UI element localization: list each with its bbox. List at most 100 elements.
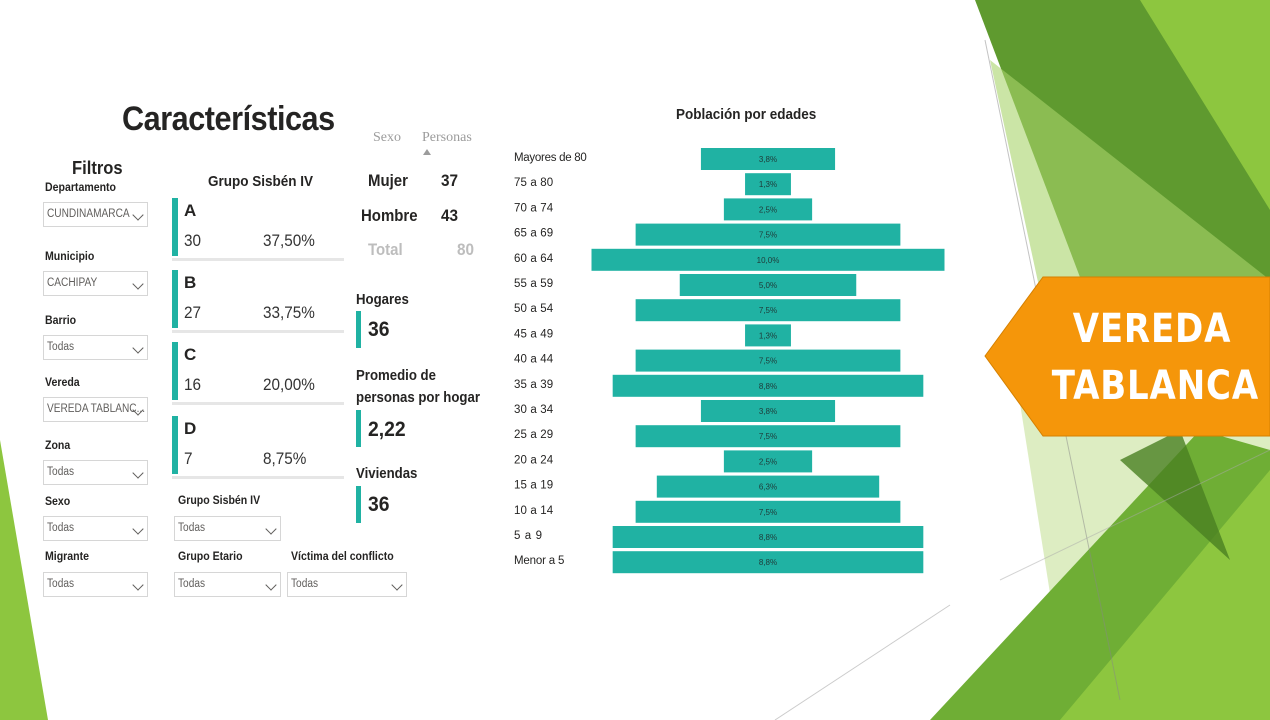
group-count: 16 [184,375,202,394]
pyramid-bar[interactable] [635,299,901,322]
card-accent-bar [172,270,178,328]
filter-label-grupo-etario: Grupo Etario [178,549,243,563]
pyramid-bar[interactable] [745,324,791,347]
chevron-down-icon [132,342,144,354]
group-letter: B [184,273,197,292]
filter-label-zona: Zona [45,438,71,452]
filter-value: CACHIPAY [47,277,98,289]
hogares-label: Hogares [356,291,409,308]
hogares-value: 36 [368,318,390,341]
pyramid-bar[interactable] [723,198,813,221]
pyramid-bar[interactable] [679,274,857,296]
kpi-accent-bar [356,486,361,523]
sex-row-label: Hombre [361,206,418,225]
pyramid-bar[interactable] [700,148,836,170]
bar-data-label: 8,8% [759,558,777,567]
category-label: 70 a 74 [514,202,554,214]
bar-data-label: 7,5% [759,432,777,441]
filter-dropdown-municipio[interactable]: CACHIPAY [43,271,148,296]
filter-dropdown-migrante[interactable]: Todas [43,572,148,597]
filter-label-sexo: Sexo [45,494,71,508]
category-label: 35 a 39 [514,379,553,391]
filter-dropdown-victima[interactable]: Todas [287,572,407,597]
pyramid-bar[interactable] [723,450,813,473]
filter-dropdown-sexo[interactable]: Todas [43,516,148,541]
category-label: 40 a 44 [514,354,554,366]
sisben-card-b: B 27 33,75% [172,270,344,334]
chevron-down-icon [132,523,144,535]
filter-dropdown-grupo-etario[interactable]: Todas [174,572,281,597]
total-label: Total [368,240,403,259]
pyramid-bar[interactable] [612,551,924,574]
sex-row-value: 37 [440,171,458,190]
pyramid-bar[interactable] [745,173,791,196]
filter-value: Todas [47,341,75,353]
col-header-personas[interactable]: Personas [422,130,472,145]
bar-data-label: 3,8% [759,155,777,164]
group-percent: 37,50% [263,231,315,250]
category-label: 5 a 9 [514,530,542,542]
pyramid-bar[interactable] [635,500,901,523]
group-letter: D [184,419,197,438]
page-title: Características [122,100,335,138]
bar-data-label: 8,8% [759,533,777,542]
pyramid-bar[interactable] [635,349,901,372]
card-accent-bar [172,342,178,400]
filter-value: Todas [178,522,206,534]
filter-value: Todas [47,522,75,534]
bar-data-label: 7,5% [759,306,777,315]
category-label: 45 a 49 [514,328,553,340]
category-label: 20 a 24 [514,454,554,466]
filter-dropdown-zona[interactable]: Todas [43,460,148,485]
kpi-accent-bar [356,311,361,348]
bar-data-label: 7,5% [759,231,777,240]
promedio-label-line1: Promedio de [356,367,436,384]
filter-dropdown-vereda[interactable]: VEREDA TABLANC... [43,397,148,422]
chevron-down-icon [132,579,144,591]
filter-value: VEREDA TABLANC... [47,403,146,415]
col-header-sexo[interactable]: Sexo [373,130,401,145]
pyramid-bar[interactable] [635,425,901,448]
pyramid-bar[interactable] [612,374,924,397]
tag-line1: VEREDA [1072,306,1232,352]
category-label: 50 a 54 [514,303,554,315]
bar-data-label: 7,5% [759,357,777,366]
group-percent: 8,75% [263,449,307,468]
category-label: 30 a 34 [514,404,554,416]
sisben-card-d: D 7 8,75% [172,416,344,480]
category-label: 15 a 19 [514,480,553,492]
category-label: 10 a 14 [514,505,554,517]
category-label: Menor a 5 [514,555,564,567]
sisben-card-c: C 16 20,00% [172,342,344,406]
pyramid-bar[interactable] [591,248,945,271]
kpi-accent-bar [356,410,361,447]
pyramid-bar[interactable] [635,223,901,246]
sort-ascending-icon [423,149,431,155]
group-percent: 20,00% [263,375,315,394]
chevron-down-icon [132,278,144,290]
filter-dropdown-barrio[interactable]: Todas [43,335,148,360]
promedio-label-line2: personas por hogar [356,389,480,406]
bar-data-label: 1,3% [759,331,777,340]
card-accent-bar [172,198,178,256]
bar-data-label: 2,5% [759,457,777,466]
filter-dropdown-departamento[interactable]: CUNDINAMARCA [43,202,148,227]
filter-dropdown-grupo-sisben[interactable]: Todas [174,516,281,541]
pyramid-bar[interactable] [656,475,880,498]
sisben-title: Grupo Sisbén IV [208,173,314,190]
bar-data-label: 3,8% [759,407,777,416]
viviendas-value: 36 [368,493,390,516]
sex-row-label: Mujer [368,171,408,190]
chevron-down-icon [132,467,144,479]
filter-value: Todas [47,466,75,478]
pyramid-bar[interactable] [612,526,924,548]
chevron-down-icon [265,579,277,591]
chevron-down-icon [391,579,403,591]
bar-data-label: 5,0% [759,281,777,290]
viviendas-label: Viviendas [356,465,418,482]
filter-value: Todas [291,578,319,590]
category-label: 65 a 69 [514,228,553,240]
filter-label-migrante: Migrante [45,549,90,563]
pyramid-bar[interactable] [700,400,836,422]
